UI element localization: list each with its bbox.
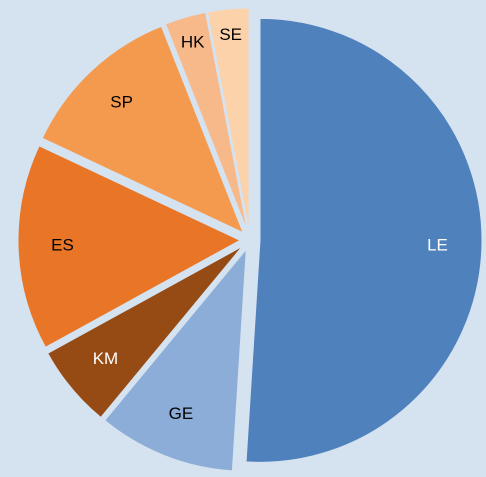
slice-label: HK bbox=[181, 32, 205, 51]
slice-label: KM bbox=[93, 349, 119, 368]
pie-slice bbox=[41, 25, 245, 234]
slice-label: ES bbox=[51, 235, 74, 254]
slice-label: GE bbox=[169, 404, 194, 423]
pie-slice bbox=[17, 145, 242, 348]
pie-slice bbox=[47, 245, 243, 419]
pie-slice bbox=[104, 247, 247, 472]
slice-label: SE bbox=[219, 25, 242, 44]
pie-slice bbox=[245, 17, 483, 463]
slice-label: SP bbox=[110, 93, 133, 112]
slice-label: LE bbox=[427, 235, 448, 254]
pie-slice bbox=[206, 7, 250, 231]
pie-slice bbox=[164, 11, 248, 231]
